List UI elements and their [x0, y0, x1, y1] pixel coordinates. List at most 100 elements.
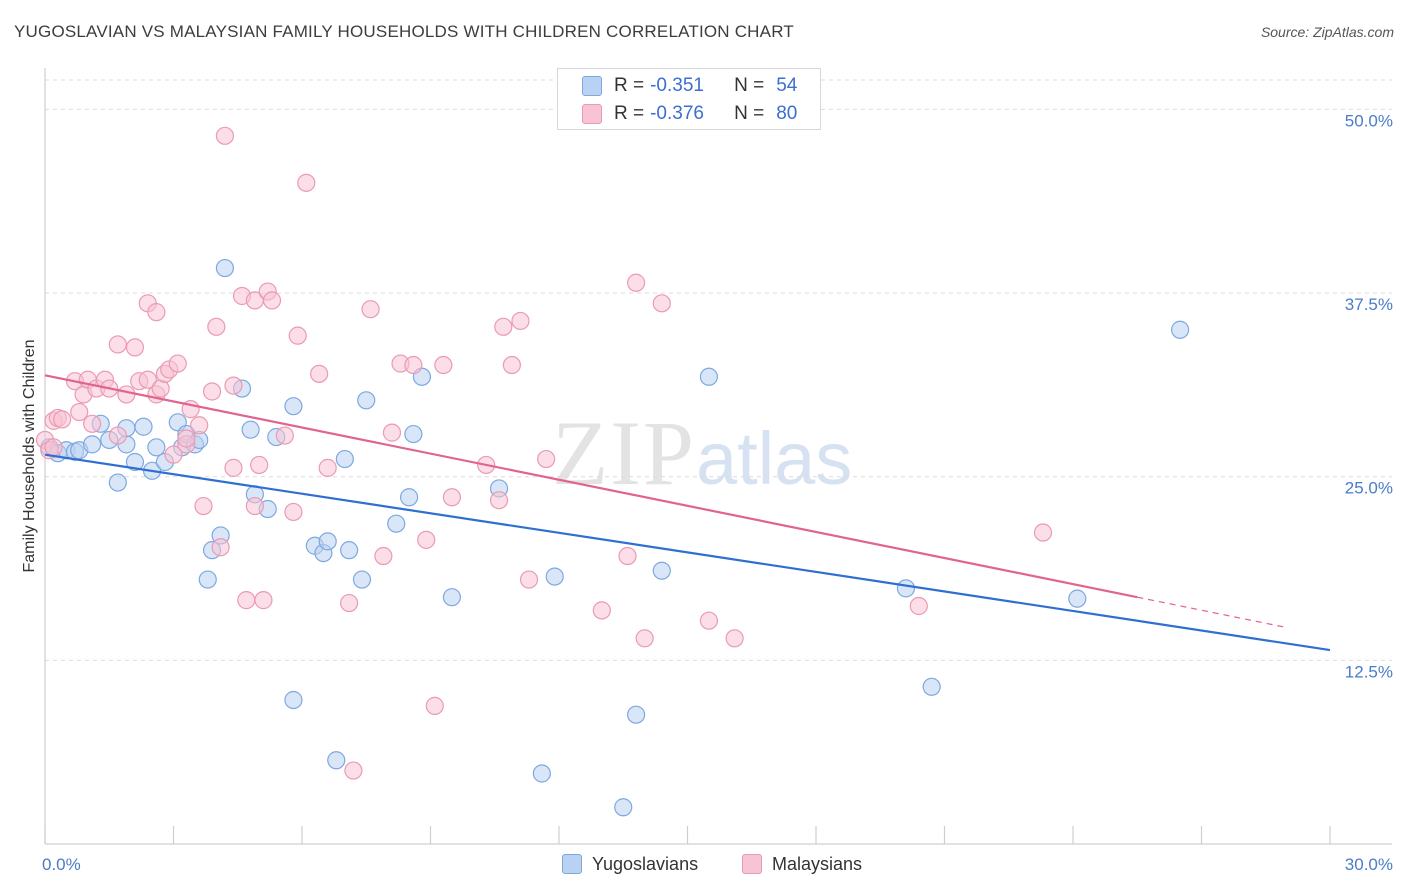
malaysian-point	[254, 591, 273, 610]
malaysian-point	[168, 354, 187, 373]
malaysian-point	[108, 335, 127, 354]
x-tick-label: 30.0%	[1345, 855, 1393, 874]
legend-r-label: R =	[614, 75, 645, 96]
malaysian-point	[250, 455, 269, 475]
yugoslavian-point	[125, 452, 145, 472]
correlation-legend: R = -0.351 N = 54 R = -0.376 N = 80	[557, 68, 821, 130]
malaysian-point	[725, 629, 744, 648]
malaysian-point	[194, 496, 213, 516]
malaysian-point	[417, 530, 436, 549]
chart-title: YUGOSLAVIAN VS MALAYSIAN FAMILY HOUSEHOL…	[14, 22, 794, 41]
yugoslavian-trend-line	[44, 453, 1331, 652]
yugoslavian-point	[147, 438, 166, 457]
malaysian-point	[592, 601, 611, 620]
legend-swatch-blue	[582, 76, 602, 96]
malaysian-point	[237, 591, 256, 610]
yugoslavian-point	[614, 798, 633, 817]
yugoslavian-point	[532, 764, 551, 783]
malaysian-point	[44, 438, 63, 457]
watermark-atlas: atlas	[696, 417, 853, 500]
legend-swatch-blue	[562, 854, 582, 874]
watermark-zip: ZIP	[552, 402, 696, 504]
malaysian-point	[519, 570, 539, 589]
yugoslavian-point	[352, 570, 372, 589]
yugoslavian-point	[284, 397, 303, 416]
legend-r-value: -0.376	[650, 103, 704, 124]
malaysian-point	[511, 311, 530, 331]
malaysian-point	[310, 364, 329, 383]
yugoslavian-point	[357, 391, 376, 410]
malaysian-point	[125, 338, 145, 357]
malaysian-point	[211, 538, 230, 557]
yugoslavian-point	[108, 473, 127, 492]
malaysian-point	[442, 488, 462, 507]
bottom-legend-malaysians[interactable]: Malaysians	[742, 852, 862, 876]
yugoslavian-point	[1170, 320, 1190, 339]
malaysian-point	[288, 326, 307, 345]
watermark: ZIPatlas	[552, 400, 852, 506]
yugoslavian-point	[699, 367, 719, 386]
malaysian-point	[164, 445, 183, 464]
malaysian-point	[404, 355, 423, 375]
legend-r-value: -0.351	[650, 75, 704, 96]
malaysian-point	[275, 426, 294, 445]
malaysian-point	[489, 491, 509, 510]
malaysian-point	[494, 317, 513, 336]
legend-label-malaysians: Malaysians	[772, 853, 863, 874]
malaysian-point	[537, 449, 556, 469]
malaysian-point	[618, 546, 637, 566]
yugoslavian-point	[399, 488, 419, 507]
malaysian-point	[83, 414, 102, 433]
malaysian-point	[262, 291, 282, 310]
malaysian-point	[284, 502, 303, 522]
malaysian-point	[215, 126, 234, 145]
malaysian-point	[245, 496, 264, 516]
malaysian-point	[374, 546, 393, 566]
y-tick-label: 37.5%	[1345, 295, 1393, 314]
malaysian-point	[53, 410, 72, 429]
legend-row-yugoslavians: R = -0.351 N = 54	[582, 73, 797, 99]
yugoslavian-point	[83, 435, 102, 454]
yugoslavian-point	[318, 532, 337, 551]
legend-r-label: R =	[614, 103, 645, 124]
malaysian-point	[340, 593, 359, 613]
malaysian-point	[909, 596, 928, 616]
malaysian-point	[626, 273, 646, 292]
yugoslavian-point	[652, 561, 671, 580]
malaysian-point	[138, 370, 157, 389]
malaysian-trend-line	[44, 374, 1138, 599]
yugoslavian-point	[198, 570, 217, 589]
malaysian-point	[1033, 523, 1053, 542]
yugoslavian-point	[1068, 589, 1087, 608]
y-tick-label: 50.0%	[1345, 111, 1393, 130]
yugoslavian-point	[626, 705, 646, 724]
malaysian-point	[202, 382, 222, 401]
legend-label-yugoslavians: Yugoslavians	[592, 853, 699, 874]
malaysian-point	[190, 416, 209, 435]
y-tick-label: 12.5%	[1345, 662, 1393, 681]
yugoslavian-point	[241, 420, 260, 439]
yugoslavian-point	[327, 751, 346, 770]
yugoslavian-point	[442, 588, 462, 607]
bottom-legend-yugoslavians[interactable]: Yugoslavians	[562, 852, 698, 876]
x-tick-label: 0.0%	[42, 855, 81, 874]
y-tick-label: 25.0%	[1345, 479, 1393, 498]
yugoslavian-point	[387, 514, 406, 533]
malaysian-point	[318, 458, 337, 477]
malaysian-point	[224, 458, 243, 477]
malaysian-trend-extension	[1137, 596, 1288, 629]
legend-n-label: N =	[734, 103, 765, 124]
malaysian-point	[297, 173, 316, 192]
malaysian-point	[652, 294, 671, 313]
malaysian-point	[344, 761, 363, 780]
legend-swatch-pink	[742, 854, 762, 874]
malaysian-point	[434, 355, 453, 375]
malaysian-point	[382, 423, 402, 442]
malaysian-point	[108, 426, 127, 445]
malaysian-point	[207, 317, 226, 336]
malaysian-point	[147, 303, 166, 322]
malaysian-point	[635, 629, 654, 648]
malaysian-point	[224, 376, 243, 395]
yugoslavian-point	[134, 417, 153, 436]
